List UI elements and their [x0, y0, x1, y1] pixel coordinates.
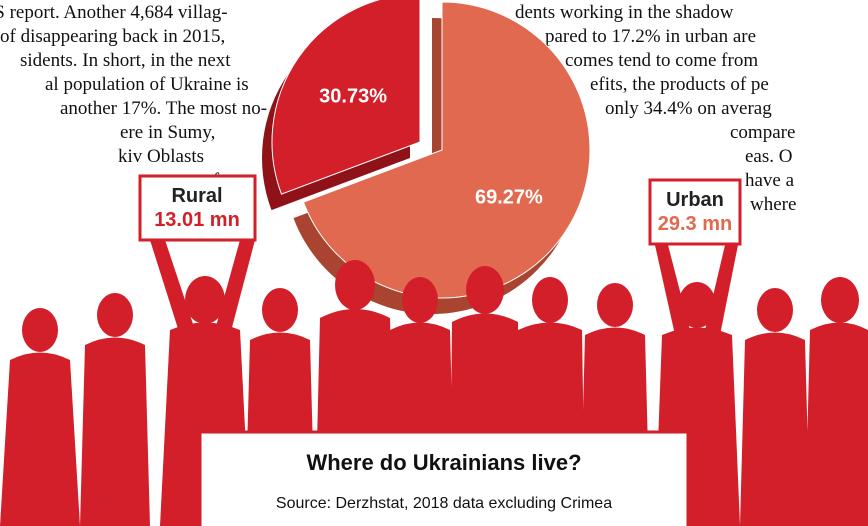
value-label: 69.27%	[475, 186, 543, 208]
chart-subtitle: Source: Derzhstat, 2018 data excluding C…	[276, 495, 612, 512]
pie-slice	[271, 0, 421, 195]
article-line: eas. O	[745, 146, 792, 167]
article-line: another 17%. The most no-	[60, 98, 267, 119]
urban-sign	[648, 178, 742, 246]
article-line: dents working in the shadow	[515, 2, 734, 23]
article-line: have a	[745, 170, 795, 191]
article-line: of disappearing back in 2015,	[0, 26, 225, 47]
sign-category: Urban	[666, 189, 724, 211]
sign-value: 29.3 mn	[658, 213, 732, 235]
value-label: 30.73%	[319, 86, 387, 108]
article-line: where	[750, 194, 796, 215]
sign-category: Rural	[171, 185, 222, 207]
article-line: ere in Sumy,	[120, 122, 215, 143]
article-line: sidents. In short, in the next	[20, 50, 231, 71]
article-line: comes tend to come from	[565, 50, 758, 71]
pie: 69.27% 30.73%	[262, 0, 591, 314]
rural-sign	[138, 174, 257, 242]
caption-box	[198, 430, 690, 526]
article-line: efits, the products of pe	[590, 74, 769, 95]
article-line: al population of Ukraine is	[45, 74, 249, 95]
sign-value: 13.01 mn	[154, 209, 240, 231]
article-line: pared to 17.2% in urban are	[545, 26, 756, 47]
chart-title: Where do Ukrainians live?	[306, 450, 581, 475]
article-line: compare	[730, 122, 795, 143]
article-line: kiv Oblasts	[118, 146, 204, 167]
article-line: only 34.4% on averag	[605, 98, 772, 119]
article-line: OSS report. Another 4,684 villag-	[0, 2, 228, 23]
